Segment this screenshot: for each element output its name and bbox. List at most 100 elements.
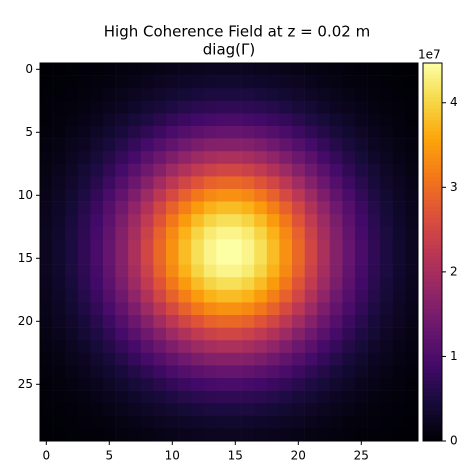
heatmap-cell [65, 163, 79, 177]
heatmap-cell [342, 302, 356, 316]
heatmap-cell [90, 100, 104, 114]
heatmap-cell [128, 415, 142, 429]
heatmap-cell [90, 126, 104, 139]
heatmap-cell [266, 214, 280, 228]
heatmap-cell [90, 176, 104, 190]
heatmap-cell [52, 163, 66, 177]
heatmap-cell [304, 226, 318, 240]
heatmap-cell [241, 239, 255, 253]
heatmap-cell [166, 302, 179, 316]
heatmap-cell [166, 327, 179, 341]
heatmap-cell [40, 252, 53, 265]
heatmap-cell [166, 214, 179, 228]
heatmap-cell [392, 277, 406, 291]
heatmap-cell [229, 100, 242, 114]
heatmap-cell [355, 315, 368, 328]
heatmap-cell [241, 428, 255, 442]
colorbar-segment [423, 240, 442, 245]
heatmap-cell [254, 176, 268, 190]
heatmap-cell [355, 226, 368, 240]
heatmap-cell [128, 151, 142, 165]
heatmap-cell [329, 88, 343, 102]
heatmap-cell [355, 75, 368, 89]
heatmap-cell [65, 239, 79, 253]
heatmap-cell [392, 315, 406, 328]
heatmap-cell [367, 415, 381, 429]
heatmap-cell [128, 315, 142, 328]
heatmap-cell [203, 264, 217, 278]
heatmap-cell [405, 315, 419, 328]
heatmap-cell [292, 100, 305, 114]
heatmap-cell [178, 151, 192, 165]
heatmap-cell [52, 100, 66, 114]
heatmap-cell [329, 113, 343, 127]
heatmap-cell [203, 176, 217, 190]
heatmap-cell [128, 226, 142, 240]
heatmap-cell [65, 289, 79, 303]
heatmap-cell [203, 100, 217, 114]
heatmap-cell [292, 138, 305, 152]
heatmap-cell [77, 214, 91, 228]
heatmap-cell [229, 113, 242, 127]
heatmap-cell [266, 428, 280, 442]
heatmap-cell [40, 403, 53, 417]
heatmap-cell [405, 277, 419, 291]
heatmap-cell [279, 88, 293, 102]
heatmap-cell [103, 189, 116, 202]
heatmap-cell [342, 151, 356, 165]
heatmap-cell [304, 315, 318, 328]
heatmap-cell [191, 88, 205, 102]
heatmap-cell [52, 378, 66, 391]
heatmap-cell [90, 252, 104, 265]
heatmap-cell [203, 88, 217, 102]
heatmap-cell [367, 352, 381, 366]
colorbar-segment [423, 176, 442, 181]
heatmap-cell [103, 327, 116, 341]
heatmap-cell [115, 88, 129, 102]
heatmap-cell [380, 365, 394, 379]
heatmap-cell [405, 201, 419, 215]
heatmap-cell [405, 415, 419, 429]
colorbar-segment [423, 210, 442, 215]
heatmap-cell [65, 214, 79, 228]
heatmap-cell [367, 126, 381, 139]
heatmap-cell [90, 239, 104, 253]
heatmap-cell [367, 365, 381, 379]
heatmap-cell [405, 403, 419, 417]
heatmap-cell [140, 252, 154, 265]
heatmap-cell [317, 163, 331, 177]
heatmap-cell [229, 390, 242, 404]
colorbar-segment [423, 252, 442, 257]
heatmap-cell [103, 138, 116, 152]
heatmap-cell [380, 138, 394, 152]
heatmap-cell [392, 176, 406, 190]
heatmap-cell [241, 390, 255, 404]
heatmap-cell [367, 163, 381, 177]
heatmap-cell [90, 201, 104, 215]
heatmap-cell [40, 289, 53, 303]
heatmap-cell [191, 138, 205, 152]
heatmap-cell [392, 163, 406, 177]
heatmap-cell [241, 327, 255, 341]
colorbar-segment [423, 270, 442, 276]
heatmap-cell [266, 151, 280, 165]
heatmap-cell [52, 415, 66, 429]
heatmap-cell [115, 252, 129, 265]
heatmap-cell [140, 226, 154, 240]
heatmap-cell [329, 302, 343, 316]
heatmap-cell [254, 151, 268, 165]
heatmap-cell [103, 378, 116, 391]
heatmap-cell [52, 428, 66, 442]
heatmap-cell [77, 390, 91, 404]
heatmap-cell [52, 365, 66, 379]
heatmap-cell [166, 176, 179, 190]
heatmap-cell [140, 113, 154, 127]
colorbar-segment [423, 293, 442, 298]
colorbar-segment [423, 187, 442, 193]
heatmap-cell [128, 75, 142, 89]
colorbar-segment [423, 410, 442, 416]
colorbar-segment [423, 335, 442, 340]
heatmap-cell [392, 403, 406, 417]
colorbar-segment [423, 233, 442, 238]
heatmap-cell [292, 189, 305, 202]
